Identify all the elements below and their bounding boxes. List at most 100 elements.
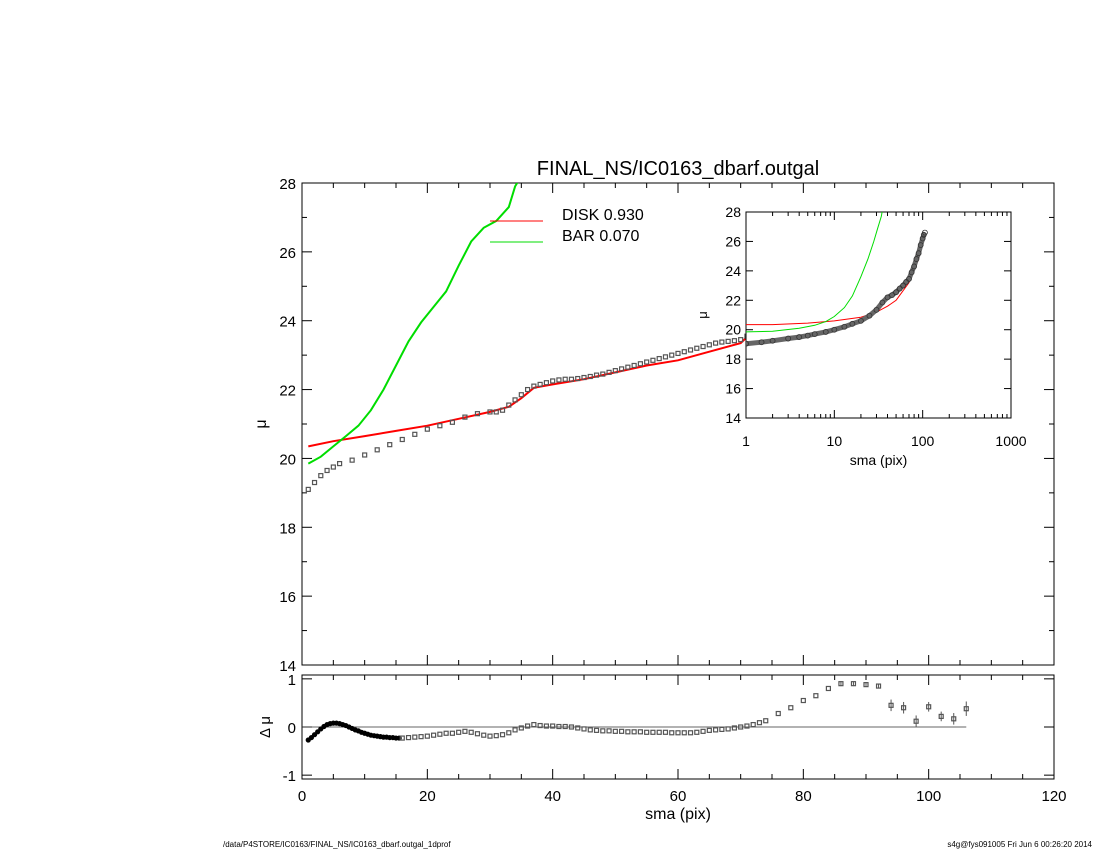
residual-data-point [606, 728, 612, 734]
main-data-point [537, 381, 543, 388]
main-data-point [512, 397, 518, 403]
main-data-point [712, 340, 719, 346]
inset-data-point [849, 320, 856, 327]
main-data-point [531, 383, 537, 389]
residual-data-point [775, 710, 781, 717]
main-y-tick-label-2: 18 [279, 520, 296, 537]
main-data-point [506, 402, 512, 408]
residual-data-point [744, 723, 750, 729]
main-y-axis-label: μ [253, 419, 270, 428]
residual-data-point [731, 725, 738, 731]
residual-data-point [493, 733, 499, 739]
main-data-point [725, 338, 731, 344]
inset-data-point [908, 269, 915, 276]
residual-data-point [750, 721, 756, 728]
residual-data-point [412, 734, 418, 740]
residual-data-point [644, 729, 650, 735]
residual-data-point [405, 734, 412, 741]
main-data-point [606, 369, 612, 375]
residual-data-point [399, 735, 405, 741]
inset-data-point [896, 285, 903, 292]
residual-data-point [900, 705, 907, 711]
inset-x-tick-label-0: 1 [742, 433, 750, 449]
inset-y-tick-label-6: 26 [725, 233, 741, 249]
residual-data-point [550, 723, 556, 729]
main-data-point [474, 411, 481, 417]
inset-data-point [900, 282, 906, 289]
main-y-tick-label-3: 20 [279, 451, 296, 468]
residual-data-point [681, 730, 687, 736]
residual-data-point [499, 732, 506, 738]
main-data-point [330, 464, 336, 470]
main-data-point [612, 368, 618, 374]
residual-data-point [524, 723, 531, 729]
main-data-point [324, 467, 330, 474]
inset-data-point [811, 331, 818, 338]
inset-x-tick-label-1: 10 [827, 433, 843, 449]
residual-data-point [506, 730, 512, 736]
residual-x-tick-label-0: 0 [298, 788, 306, 805]
residual-data-point [700, 728, 706, 734]
main-data-point [437, 423, 443, 429]
residual-data-point [543, 723, 550, 729]
inset-y-axis-label: μ [695, 311, 710, 319]
main-data-point [675, 350, 681, 357]
main-data-point [687, 347, 694, 353]
inset-x-axis-label: sma (pix) [850, 452, 908, 468]
residual-data-point [449, 730, 455, 736]
residual-data-point [637, 729, 644, 735]
main-data-point [700, 343, 706, 350]
main-bar-line [307, 183, 519, 465]
inset-data-point [893, 289, 899, 296]
residual-y-tick-label-2: 1 [288, 672, 296, 689]
main-data-point [311, 479, 318, 486]
residual-data-point [481, 732, 487, 738]
residual-data-point [825, 685, 832, 692]
inset-data-point [889, 292, 895, 299]
residual-data-point [656, 729, 662, 735]
residual-x-tick-label-3: 60 [670, 788, 687, 805]
inset-data-point [879, 299, 886, 306]
main-data-point [318, 473, 324, 479]
inset-data-point [922, 229, 928, 236]
main-data-point [487, 409, 493, 415]
inset-data-point [884, 294, 891, 301]
main-data-point [662, 354, 669, 360]
main-data-point [374, 447, 380, 453]
inset-x-tick-label-3: 1000 [995, 433, 1026, 449]
residual-data-point [712, 727, 719, 733]
residual-data-point [487, 733, 493, 739]
inset-bar-line [746, 212, 883, 333]
main-y-tick-label-1: 16 [279, 589, 296, 606]
residual-data-point [456, 729, 462, 735]
main-data-point [556, 377, 562, 383]
residual-data-point [562, 723, 568, 730]
residual-data-point [418, 734, 424, 740]
residual-data-point [512, 727, 518, 733]
residual-data-point [581, 726, 587, 732]
inset-y-tick-label-0: 14 [725, 410, 741, 426]
inset-data-point [858, 317, 864, 324]
residual-data-point [625, 729, 631, 735]
residual-data-point [618, 728, 625, 734]
residual-data-point [838, 681, 844, 687]
residual-data-point [600, 728, 606, 734]
main-data-point [362, 452, 368, 458]
main-data-point [681, 349, 687, 355]
residual-data-point [863, 682, 869, 688]
residual-data-point [462, 728, 468, 734]
residual-data-point [568, 724, 575, 730]
main-y-tick-label-6: 26 [279, 245, 296, 262]
residual-data-point [706, 727, 712, 733]
inset-data-point [758, 339, 765, 346]
residual-data-point [756, 720, 763, 726]
main-data-point [581, 374, 587, 381]
residual-data-point [875, 683, 882, 689]
residual-data-point [518, 725, 524, 731]
main-data-point [399, 436, 405, 443]
inset-y-tick-label-4: 22 [725, 292, 741, 308]
inset-data-point [746, 340, 749, 347]
main-y-tick-label-7: 28 [279, 176, 296, 193]
residual-data-point [556, 723, 562, 730]
residual-data-point [687, 730, 694, 736]
